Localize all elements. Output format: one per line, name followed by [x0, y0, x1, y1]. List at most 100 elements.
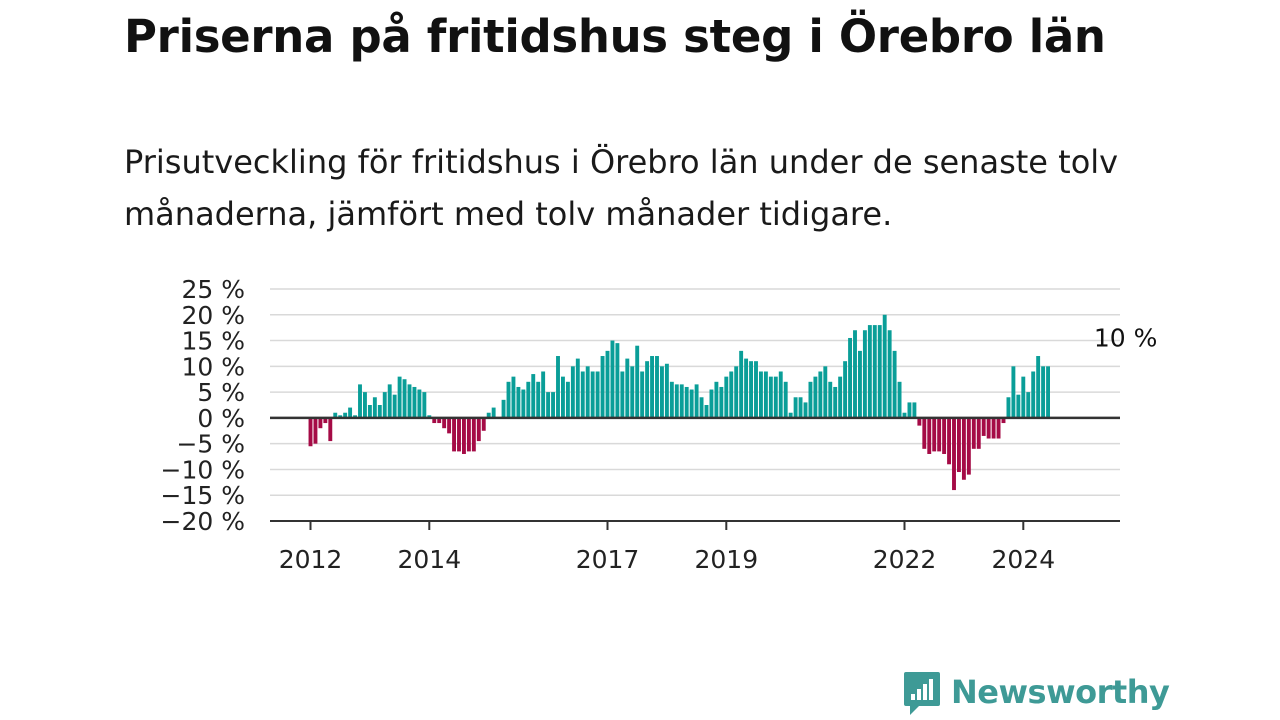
- bar: [957, 417, 961, 473]
- bar: [471, 417, 476, 452]
- bar: [1021, 376, 1026, 418]
- annotation-label: 10 %: [1094, 323, 1158, 352]
- bar: [402, 379, 407, 418]
- bar: [922, 417, 927, 449]
- bar: [447, 417, 452, 434]
- bar: [788, 412, 793, 418]
- x-tick-label: 2024: [991, 545, 1055, 574]
- bar: [694, 384, 699, 418]
- bar: [575, 358, 580, 418]
- bar: [353, 415, 357, 418]
- bar: [358, 384, 362, 418]
- bar: [481, 417, 486, 431]
- bar: [397, 376, 402, 418]
- bar: [630, 366, 635, 418]
- bar: [961, 417, 966, 480]
- bar: [506, 381, 511, 418]
- bar: [942, 417, 947, 454]
- y-tick-label: 25 %: [181, 275, 245, 304]
- bar: [521, 389, 526, 418]
- bar: [650, 356, 654, 418]
- bar: [501, 399, 506, 418]
- y-tick-label: −20 %: [161, 507, 245, 536]
- bar: [729, 371, 734, 418]
- bar: [565, 381, 570, 418]
- bar: [744, 358, 749, 418]
- axes: [270, 416, 1120, 522]
- x-tick-label: 2019: [694, 545, 758, 574]
- bar: [754, 361, 758, 418]
- newsworthy-brand: Newsworthy: [903, 670, 1170, 718]
- bar: [338, 415, 343, 418]
- bar: [580, 371, 585, 418]
- bar: [887, 330, 892, 418]
- page-title: Priserna på fritidshus steg i Örebro län: [124, 10, 1106, 63]
- bar: [570, 366, 575, 418]
- bar: [907, 402, 912, 418]
- bar: [991, 417, 996, 439]
- x-tick-label: 2017: [576, 545, 640, 574]
- bar: [541, 371, 546, 418]
- bar: [1001, 417, 1006, 424]
- bar: [1031, 371, 1036, 418]
- bar: [516, 386, 521, 418]
- bar: [1036, 356, 1041, 418]
- bar: [773, 376, 778, 418]
- bar: [699, 397, 704, 418]
- bar: [709, 389, 714, 418]
- bar: [531, 374, 536, 418]
- bar: [892, 350, 897, 418]
- bar: [843, 361, 848, 418]
- bar: [897, 381, 902, 418]
- x-tick-label: 2014: [397, 545, 461, 574]
- bar: [377, 405, 382, 418]
- y-tick-label: 20 %: [181, 301, 245, 330]
- bar: [1046, 366, 1050, 418]
- bar: [615, 343, 620, 418]
- bar: [882, 314, 887, 418]
- bar: [328, 417, 333, 442]
- bar: [902, 412, 907, 418]
- brand-name: Newsworthy: [951, 673, 1170, 711]
- bar: [640, 371, 645, 418]
- bar: [318, 417, 323, 429]
- bar: [442, 417, 447, 429]
- bar: [981, 417, 986, 436]
- y-tick-label: 0 %: [197, 404, 245, 433]
- bar: [734, 366, 739, 418]
- bar: [719, 386, 724, 418]
- bar: [392, 394, 397, 418]
- bar: [803, 402, 808, 418]
- bar: [664, 363, 669, 418]
- bar: [674, 384, 679, 418]
- bar: [600, 356, 605, 418]
- bar: [590, 371, 595, 418]
- bar: [412, 386, 417, 418]
- bar: [382, 392, 387, 418]
- bar: [669, 381, 674, 418]
- bar: [689, 389, 694, 418]
- bar: [952, 417, 956, 491]
- bar: [947, 417, 951, 465]
- bars: [308, 314, 1050, 491]
- bar: [986, 417, 991, 439]
- bar: [427, 415, 432, 418]
- x-tick-label: 2022: [873, 545, 937, 574]
- bar: [783, 381, 788, 418]
- bar: [813, 376, 818, 418]
- bar: [437, 417, 442, 424]
- bar: [556, 356, 560, 418]
- bar: [917, 417, 922, 426]
- bar: [749, 361, 753, 418]
- bar: [966, 417, 971, 475]
- bar: [828, 381, 833, 418]
- bar: [407, 384, 412, 418]
- bar: [679, 384, 684, 418]
- bar: [1011, 366, 1016, 418]
- bar: [937, 417, 942, 452]
- bar: [714, 381, 719, 418]
- bar: [862, 330, 867, 418]
- bar: [635, 345, 640, 418]
- bar: [457, 417, 461, 452]
